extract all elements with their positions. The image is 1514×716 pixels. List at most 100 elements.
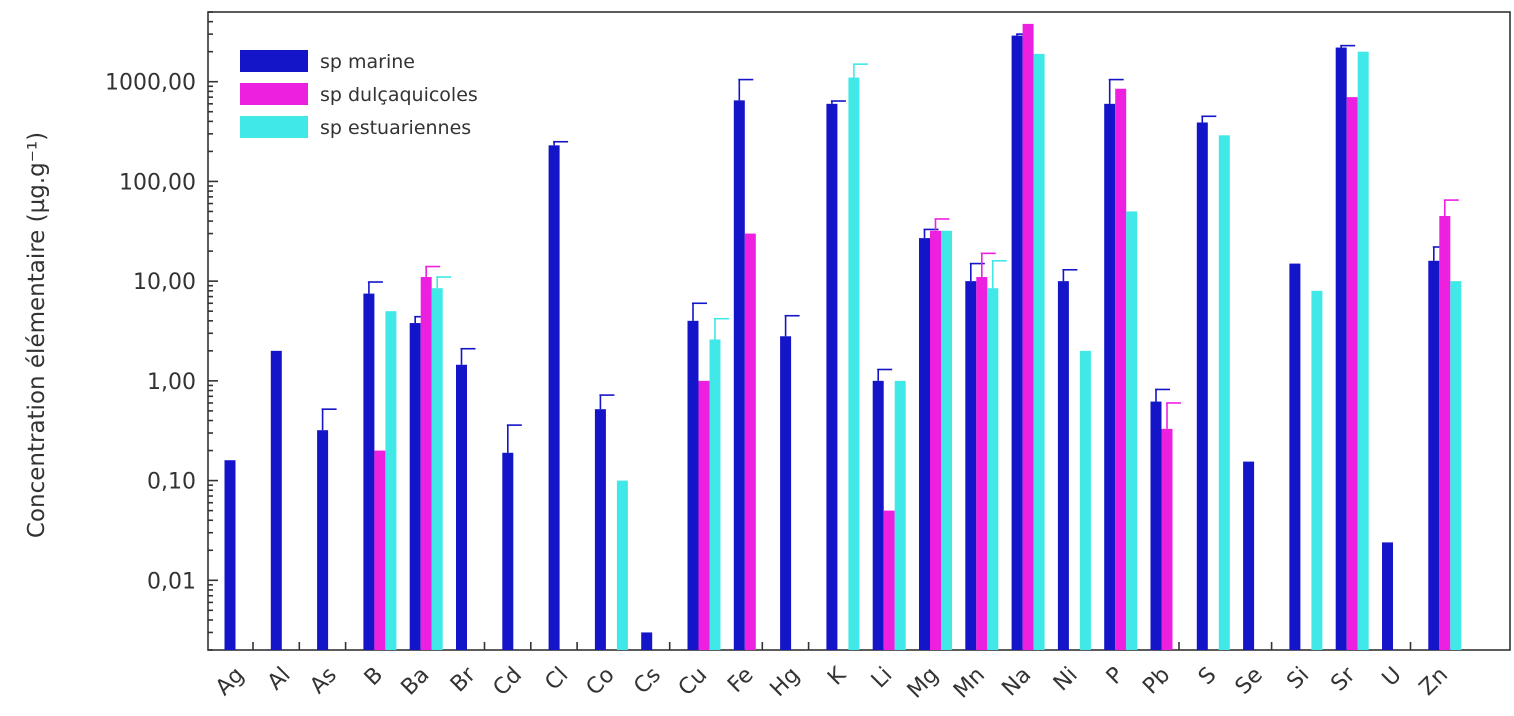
bar-sp-marine-As	[317, 430, 329, 650]
bar-sp-dulçaquicoles-Li	[883, 510, 895, 650]
bar-sp-marine-Mg	[919, 238, 930, 650]
bar-sp-dulçaquicoles-Cu	[698, 380, 710, 650]
x-tick-label: Na	[997, 663, 1036, 702]
bar-sp-dulçaquicoles-Zn	[1439, 216, 1451, 650]
legend-label: sp estuariennes	[320, 117, 471, 139]
bar-sp-marine-Ag	[224, 460, 236, 650]
x-tick-label: Cd	[489, 663, 527, 701]
bar-sp-estuariennes-Mg	[941, 230, 952, 650]
bar-sp-marine-Si	[1289, 263, 1301, 650]
bar-sp-estuariennes-Sr	[1357, 51, 1369, 650]
bar-sp-estuariennes-Co	[616, 480, 628, 650]
bar-sp-estuariennes-Li	[894, 380, 906, 650]
bar-sp-estuariennes-S	[1218, 135, 1230, 651]
x-tick-label: Ba	[397, 663, 435, 701]
legend-swatch	[240, 83, 308, 105]
bar-sp-estuariennes-Ba	[431, 288, 443, 650]
bar-sp-marine-Br	[456, 364, 467, 650]
y-tick-label: 1000,00	[105, 71, 196, 96]
bar-sp-marine-Mn	[965, 281, 977, 650]
bar-sp-estuariennes-Si	[1311, 290, 1323, 650]
bar-sp-marine-U	[1382, 542, 1393, 650]
y-tick-label: 100,00	[119, 170, 196, 195]
bar-sp-marine-Al	[270, 350, 282, 650]
x-tick-label: B	[360, 663, 388, 691]
x-tick-label: As	[305, 663, 341, 699]
bar-sp-marine-Li	[872, 380, 884, 650]
bar-sp-marine-Cu	[687, 320, 699, 650]
bar-sp-marine-Na	[1011, 35, 1023, 650]
legend-label: sp dulçaquicoles	[320, 84, 478, 106]
bar-sp-estuariennes-Na	[1033, 53, 1045, 650]
legend-label: sp marine	[320, 51, 415, 73]
bar-sp-estuariennes-Cu	[709, 339, 721, 650]
bar-sp-marine-Cs	[641, 632, 653, 650]
x-tick-label: Br	[446, 662, 481, 697]
x-tick-label: Al	[263, 663, 296, 696]
bars	[224, 23, 1462, 651]
bar-sp-estuariennes-Mn	[987, 288, 999, 650]
bar-sp-dulçaquicoles-Mg	[930, 230, 941, 650]
bar-sp-dulçaquicoles-P	[1115, 88, 1127, 651]
bar-sp-marine-Fe	[733, 100, 745, 651]
x-tick-label: Cs	[629, 663, 666, 700]
bar-sp-dulçaquicoles-Ba	[420, 277, 432, 650]
legend-swatch	[240, 116, 308, 138]
bar-sp-marine-Pb	[1150, 401, 1162, 650]
bar-sp-marine-K	[826, 103, 838, 651]
y-tick-label: 0,10	[147, 470, 196, 495]
x-tick-label: P	[1102, 663, 1129, 690]
bar-sp-dulçaquicoles-B	[374, 450, 386, 650]
x-tick-label: Se	[1231, 663, 1268, 700]
x-tick-label: Cl	[540, 663, 573, 696]
bar-sp-marine-Co	[594, 409, 606, 650]
x-tick-label: Ni	[1049, 663, 1083, 697]
bar-sp-marine-S	[1196, 122, 1208, 651]
legend-swatch	[240, 50, 308, 72]
bar-sp-marine-B	[363, 293, 375, 650]
bar-sp-dulçaquicoles-Sr	[1346, 97, 1358, 650]
bar-sp-dulçaquicoles-Fe	[744, 233, 756, 650]
x-tick-label: U	[1378, 663, 1407, 692]
x-tick-label: K	[823, 662, 851, 690]
x-tick-label: S	[1194, 663, 1222, 691]
bar-sp-marine-Cl	[548, 145, 560, 650]
x-tick-label: Li	[867, 663, 898, 694]
bar-sp-dulçaquicoles-Pb	[1161, 428, 1173, 650]
bar-sp-marine-Zn	[1428, 260, 1440, 650]
bar-sp-estuariennes-Zn	[1450, 281, 1462, 650]
bar-sp-marine-Sr	[1335, 47, 1347, 651]
y-tick-label: 1,00	[147, 370, 196, 395]
y-axis-label: Concentration élémentaire (µg.g⁻¹)	[24, 132, 50, 538]
bar-sp-estuariennes-K	[848, 77, 860, 650]
bar-sp-marine-Hg	[780, 336, 792, 650]
y-tick-label: 10,00	[133, 270, 196, 295]
bar-sp-estuariennes-P	[1126, 211, 1138, 650]
bar-sp-marine-P	[1104, 103, 1116, 651]
x-tick-label: Si	[1282, 663, 1314, 695]
x-tick-label: Sr	[1326, 662, 1361, 697]
x-tick-label: Mg	[903, 663, 944, 704]
x-tick-label: Ag	[211, 663, 249, 701]
x-tick-label: Pb	[1138, 663, 1175, 700]
bar-sp-dulçaquicoles-Na	[1022, 23, 1034, 651]
bar-sp-dulçaquicoles-Mn	[976, 277, 988, 650]
x-tick-label: Zn	[1415, 663, 1453, 701]
x-tick-label: Fe	[723, 663, 758, 698]
bar-sp-estuariennes-Ni	[1079, 350, 1091, 650]
x-tick-label: Hg	[766, 663, 805, 702]
y-axis: 0,01 0,10 1,00 10,00 100,00 1000,00	[105, 11, 218, 651]
legend: sp marine sp dulçaquicoles sp estuariennes	[240, 50, 478, 139]
x-tick-label: Cu	[674, 663, 712, 701]
bar-sp-estuariennes-B	[385, 311, 397, 650]
bar-sp-marine-Ba	[409, 323, 421, 650]
x-axis: Ag Al As B Ba Br Cd Cl Co Cs Cu Fe Hg K Li Mg Mn Na Ni P Pb S…	[211, 642, 1458, 704]
bar-sp-marine-Ni	[1057, 281, 1069, 650]
bar-sp-marine-Cd	[502, 452, 514, 650]
x-tick-label: Mn	[949, 663, 990, 704]
x-tick-label: Co	[582, 663, 620, 701]
bar-sp-marine-Se	[1243, 461, 1255, 650]
y-tick-label: 0,01	[147, 569, 196, 594]
